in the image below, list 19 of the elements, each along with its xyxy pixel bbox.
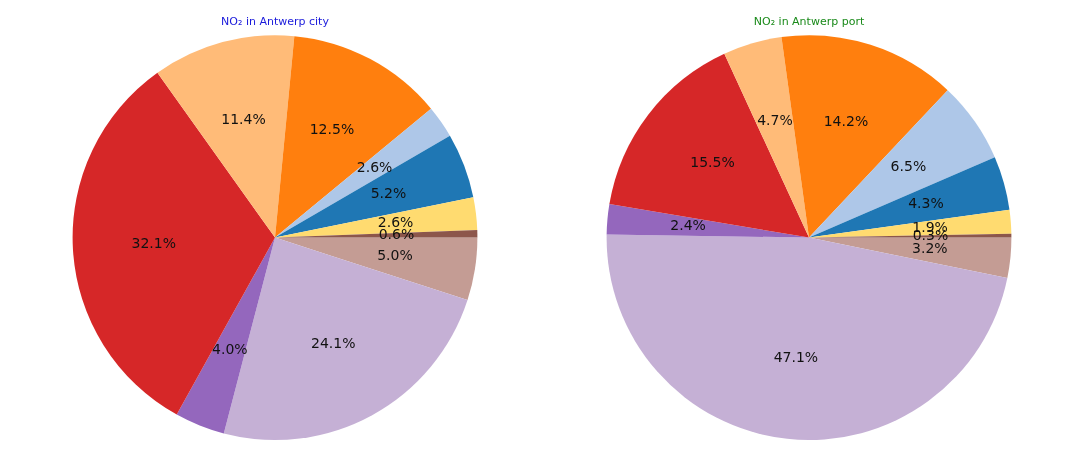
data-label: 12.5% xyxy=(309,120,355,137)
chart-title: NO₂ in Antwerp port xyxy=(753,15,865,29)
chart-title: NO₂ in Antwerp city xyxy=(221,15,330,29)
data-label: 11.4% xyxy=(221,110,266,127)
data-label: 47.1% xyxy=(773,348,819,365)
data-label: 24.1% xyxy=(311,334,356,351)
data-label: 2.6% xyxy=(377,213,414,230)
data-label: 14.2% xyxy=(823,112,869,129)
data-label: 4.7% xyxy=(757,111,793,128)
data-label: 2.4% xyxy=(670,217,706,234)
data-label: 32.1% xyxy=(131,235,176,252)
data-label: 2.6% xyxy=(356,158,393,175)
data-label: 5.0% xyxy=(377,247,413,264)
data-label: 6.5% xyxy=(890,158,927,175)
data-label: 4.3% xyxy=(908,195,944,212)
data-label: 3.2% xyxy=(912,240,948,257)
data-label: 4.0% xyxy=(212,340,248,357)
data-label: 5.2% xyxy=(370,185,407,201)
data-label: 15.5% xyxy=(690,154,735,171)
